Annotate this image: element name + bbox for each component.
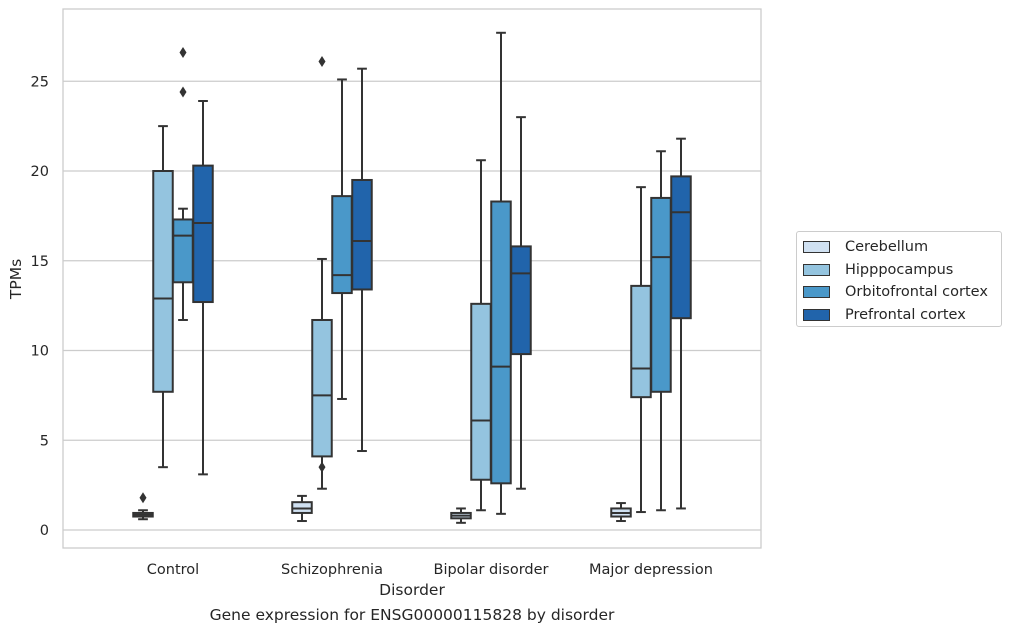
legend-swatch — [803, 286, 830, 299]
box-iqr — [152, 170, 174, 393]
box-cerebellum — [291, 494, 313, 523]
box-orbitofrontal-cortex — [331, 78, 353, 400]
legend-swatch — [803, 308, 830, 321]
legend-label: Hipppocampus — [845, 261, 954, 278]
legend-swatch — [803, 263, 830, 276]
y-tick-label: 15 — [31, 254, 49, 270]
box-prefrontal-cortex — [510, 116, 532, 490]
y-tick-label: 25 — [31, 74, 49, 90]
box-prefrontal-cortex — [351, 67, 373, 453]
y-axis-label: TPMs — [7, 259, 25, 300]
box-iqr — [490, 200, 512, 485]
box-iqr — [470, 302, 492, 481]
x-tick-label: Control — [147, 562, 199, 578]
outlier-point — [318, 56, 326, 68]
box-iqr — [172, 218, 194, 284]
box-orbitofrontal-cortex — [650, 150, 672, 512]
box-orbitofrontal-cortex — [490, 31, 512, 515]
legend-swatch — [803, 241, 830, 254]
box-prefrontal-cortex — [670, 137, 692, 510]
y-tick-label: 5 — [40, 433, 49, 449]
legend-item: Cerebellum — [803, 236, 1001, 259]
box-cerebellum — [610, 502, 632, 523]
legend-label: Cerebellum — [845, 239, 929, 256]
legend-label: Orbitofrontal cortex — [845, 284, 988, 301]
box-orbitofrontal-cortex — [172, 47, 194, 321]
x-axis-label: Disorder — [379, 581, 445, 599]
x-tick-label: Major depression — [589, 562, 713, 578]
box-iqr — [192, 164, 214, 304]
box-iqr — [510, 245, 532, 356]
outlier-point — [139, 492, 147, 504]
outlier-point — [179, 86, 187, 98]
legend-item: Hipppocampus — [803, 259, 1001, 282]
legend-item: Orbitofrontal cortex — [803, 281, 1001, 304]
boxes-layer — [132, 31, 692, 524]
box-cerebellum — [132, 492, 154, 521]
x-tick-label: Schizophrenia — [281, 562, 383, 578]
box-hipppocampus — [630, 186, 652, 514]
outlier-point — [318, 461, 326, 473]
box-iqr — [670, 175, 692, 320]
y-tick-label: 10 — [31, 344, 49, 360]
box-iqr — [650, 196, 672, 393]
box-prefrontal-cortex — [192, 99, 214, 476]
x-tick-label: Bipolar disorder — [434, 562, 549, 578]
x-tick-labels: Control Schizophrenia Bipolar disorder Majo… — [147, 562, 713, 578]
outlier-point — [179, 47, 187, 59]
y-tick-labels: 0 5 10 15 20 25 — [31, 74, 49, 539]
plot-frame — [62, 8, 762, 549]
legend-label: Prefrontal cortex — [845, 306, 966, 323]
figure-caption: Gene expression for ENSG00000115828 by d… — [209, 606, 615, 624]
box-hipppocampus — [470, 159, 492, 512]
box-iqr — [351, 178, 373, 291]
legend: Cerebellum Hipppocampus Orbitofrontal co… — [796, 231, 1002, 327]
y-tick-label: 20 — [31, 164, 49, 180]
box-iqr — [311, 318, 333, 458]
legend-item: Prefrontal cortex — [803, 304, 1001, 327]
box-hipppocampus — [152, 125, 174, 469]
box-iqr — [331, 195, 353, 295]
box-hipppocampus — [311, 56, 333, 490]
box-iqr — [630, 284, 652, 399]
box-cerebellum — [450, 507, 472, 524]
y-tick-label: 0 — [40, 523, 49, 539]
